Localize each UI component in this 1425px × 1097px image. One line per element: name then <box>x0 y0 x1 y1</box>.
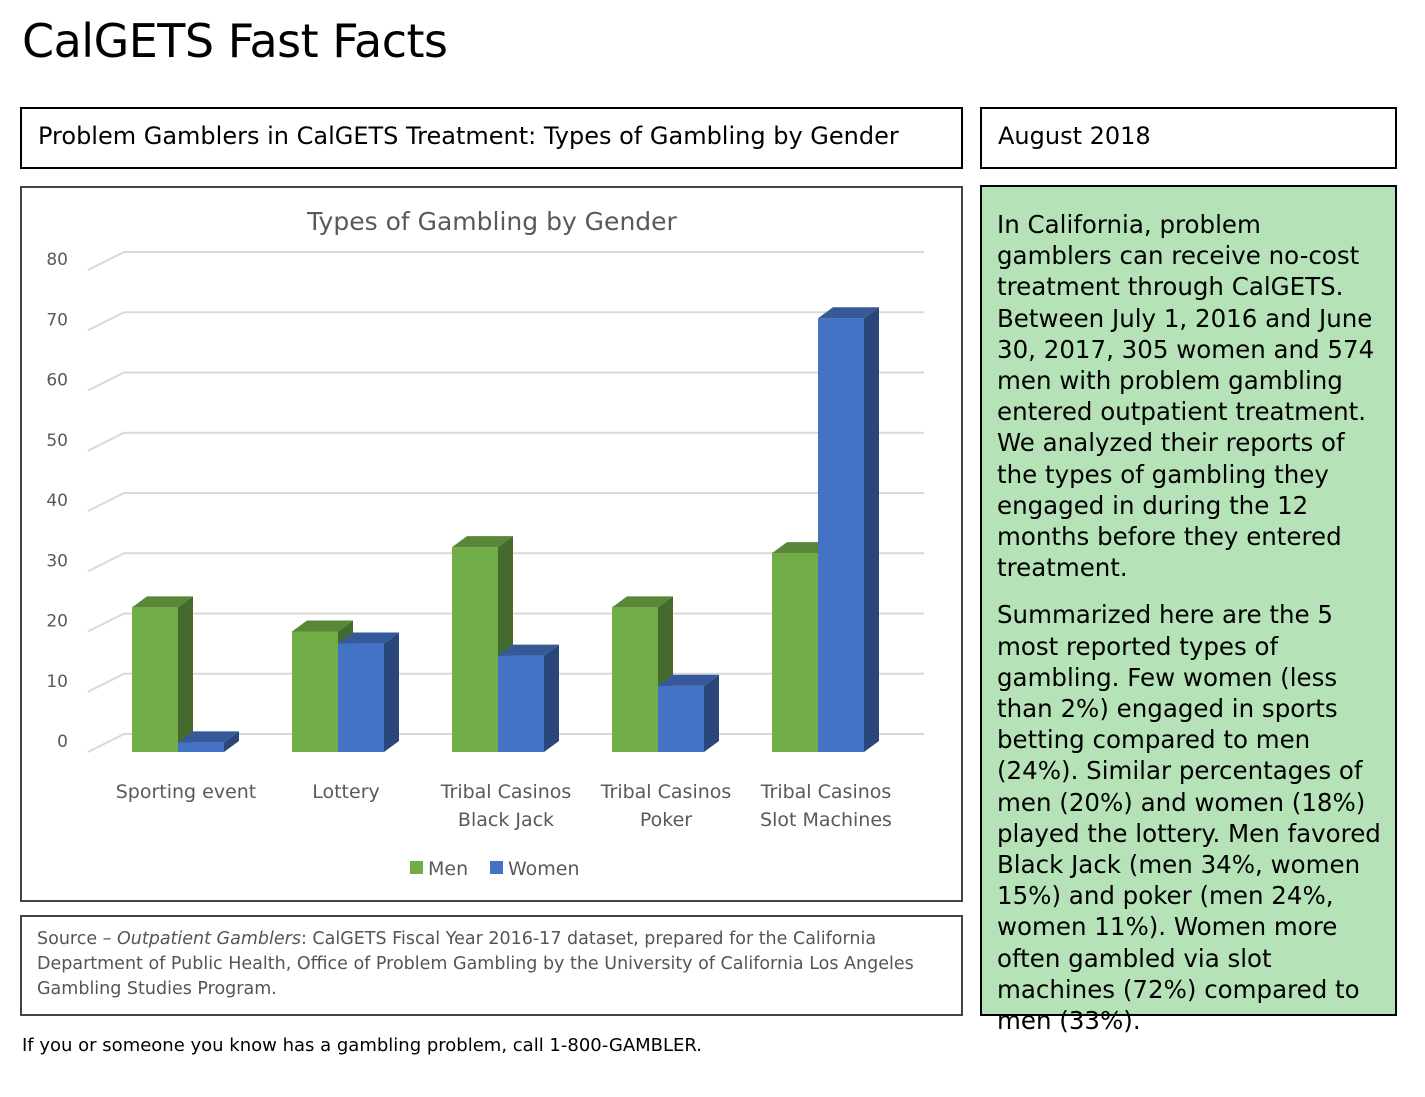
source-prefix: Source – <box>37 929 117 949</box>
y-tick-label: 80 <box>46 250 68 270</box>
bar-top <box>498 644 559 656</box>
chart-box: Types of Gambling by Gender 0 10 20 30 40 50 6… <box>20 186 963 902</box>
chart-title: Types of Gambling by Gender <box>306 207 677 236</box>
bar-women-3 <box>658 674 719 752</box>
chart-svg: Types of Gambling by Gender 0 10 20 30 40 50 6… <box>46 207 924 880</box>
x-tick-label: Poker <box>640 809 692 831</box>
date-box: August 2018 <box>980 107 1397 169</box>
bar-women-1 <box>338 632 399 752</box>
bar-top <box>132 596 193 608</box>
bar-front <box>292 631 338 752</box>
bar-front <box>498 655 544 752</box>
bar-top <box>452 536 513 548</box>
info-paragraph-1: In California, problem gamblers can rece… <box>997 210 1375 583</box>
info-paragraph-2: Summarized here are the 5 most reported … <box>997 600 1381 1036</box>
y-tick-label: 60 <box>46 371 68 391</box>
bar-side <box>544 644 559 752</box>
x-tick-label: Black Jack <box>458 809 554 831</box>
gridline <box>87 431 924 452</box>
page-title: CalGETS Fast Facts <box>22 14 448 68</box>
subtitle-box: Problem Gamblers in CalGETS Treatment: T… <box>20 107 963 169</box>
bar-front <box>452 547 498 752</box>
x-tick-label: Tribal Casinos <box>760 781 892 803</box>
source-rest: : CalGETS Fiscal Year 2016-17 dataset, p… <box>37 929 914 999</box>
bar-side <box>704 674 719 752</box>
bar-front <box>658 685 704 752</box>
bar-women-4 <box>818 307 879 752</box>
x-tick-label: Slot Machines <box>760 809 892 831</box>
bar-side <box>384 632 399 752</box>
bar-front <box>178 742 224 752</box>
source-title: Outpatient Gamblers <box>116 929 301 949</box>
gridline <box>87 492 924 512</box>
footer-text: If you or someone you know has a gamblin… <box>22 1035 703 1056</box>
bar-top <box>658 674 719 686</box>
y-tick-label: 40 <box>46 491 68 511</box>
y-tick-label: 70 <box>46 310 68 330</box>
legend-swatch-men <box>410 861 423 874</box>
date-text: August 2018 <box>998 122 1151 150</box>
bar-side <box>224 731 239 752</box>
x-tick-label: Tribal Casinos <box>600 781 732 803</box>
gridline <box>87 311 924 332</box>
legend-label-women: Women <box>508 858 580 880</box>
bar-front <box>818 318 864 752</box>
y-tick-label: 30 <box>46 551 68 571</box>
bar-side <box>864 307 879 752</box>
bar-top <box>338 632 399 644</box>
gridline <box>87 552 924 573</box>
x-tick-label: Lottery <box>312 781 380 803</box>
bar-women-0 <box>178 731 239 752</box>
bar-men-0 <box>132 596 193 752</box>
y-tick-label: 20 <box>46 612 68 632</box>
source-box: Source – Outpatient Gamblers: CalGETS Fi… <box>20 915 963 1016</box>
y-tick-label: 50 <box>46 431 68 451</box>
info-box: In California, problem gamblers can rece… <box>980 185 1397 1035</box>
subtitle-text: Problem Gamblers in CalGETS Treatment: T… <box>38 122 899 150</box>
y-tick-label: 10 <box>46 672 68 692</box>
bar-front <box>338 643 384 752</box>
bar-front <box>772 553 818 752</box>
gridline <box>87 251 924 271</box>
bar-front <box>612 607 658 752</box>
x-tick-label: Tribal Casinos <box>440 781 572 803</box>
bar-front <box>132 607 178 752</box>
x-tick-label: Sporting event <box>116 781 257 803</box>
legend-label-men: Men <box>428 858 468 880</box>
bar-side <box>178 596 193 752</box>
bar-top <box>292 620 353 632</box>
bar-top <box>772 542 833 554</box>
gridline <box>87 371 924 392</box>
bar-top <box>818 307 879 319</box>
bar-top <box>178 731 239 743</box>
legend-swatch-women <box>490 861 503 874</box>
y-tick-label: 0 <box>57 732 68 752</box>
bar-top <box>612 596 673 608</box>
bar-women-2 <box>498 644 559 752</box>
